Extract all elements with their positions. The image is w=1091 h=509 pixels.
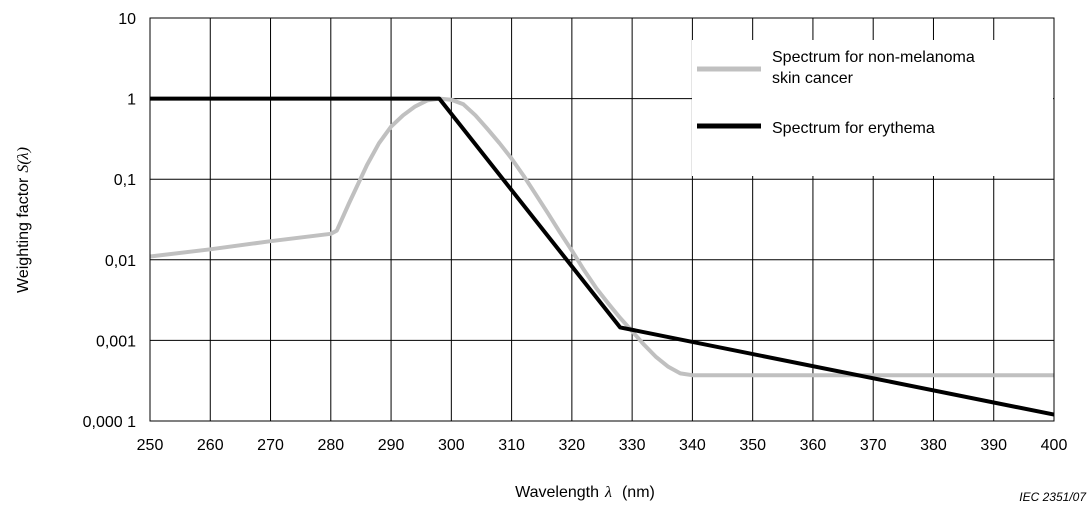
y-axis-title-symbol: S(λ)	[15, 147, 32, 173]
series-line-erythema	[150, 96, 1055, 417]
y-tick-label: 10	[118, 11, 136, 28]
y-axis-title-prefix: Weighting factor	[15, 177, 32, 293]
x-tick-label: 250	[137, 437, 164, 454]
x-tick-label: 390	[980, 437, 1007, 454]
x-axis-title-unit: (nm)	[622, 484, 655, 501]
x-tick-label: 380	[920, 437, 947, 454]
x-tick-label: 300	[438, 437, 465, 454]
figure-reference: IEC 2351/07	[1019, 490, 1087, 504]
legend-label-non-melanoma-line2: skin cancer	[772, 70, 854, 87]
legend-box	[692, 40, 1053, 176]
y-tick-label: 1	[127, 92, 136, 109]
x-axis-title: Wavelength λ (nm)	[515, 484, 655, 501]
y-tick-label: 0,000 1	[83, 414, 136, 431]
legend-label-non-melanoma-line1: Spectrum for non-melanoma	[772, 49, 975, 66]
x-tick-label: 360	[800, 437, 827, 454]
x-tick-label: 290	[378, 437, 405, 454]
x-tick-label: 310	[498, 437, 525, 454]
x-tick-label: 280	[317, 437, 344, 454]
plot-frame	[149, 17, 1055, 422]
legend-label-erythema: Spectrum for erythema	[772, 120, 935, 137]
x-tick-label: 270	[257, 437, 284, 454]
y-axis-title: Weighting factor S(λ)	[15, 147, 32, 293]
x-tick-label: 370	[860, 437, 887, 454]
series-line-non-melanoma	[149, 96, 1054, 378]
x-axis-title-prefix: Wavelength	[515, 484, 599, 501]
y-tick-label: 0,01	[105, 253, 136, 270]
y-tick-label: 0,1	[114, 172, 136, 189]
x-tick-labels: 250 260 270 280 290 300 310 320 330 340 350 360 370 3…	[137, 437, 1068, 454]
x-tick-label: 340	[679, 437, 706, 454]
chart-series	[149, 96, 1055, 417]
y-tick-labels: 10 1 0,1 0,01 0,001 0,000 1	[83, 11, 136, 431]
x-tick-label: 400	[1041, 437, 1068, 454]
x-axis-title-symbol: λ	[604, 484, 612, 501]
x-tick-label: 330	[619, 437, 646, 454]
legend: Spectrum for non-melanoma skin cancer Sp…	[697, 49, 975, 137]
x-tick-label: 350	[739, 437, 766, 454]
y-tick-label: 0,001	[96, 333, 136, 350]
x-tick-label: 260	[197, 437, 224, 454]
x-tick-label: 320	[559, 437, 586, 454]
